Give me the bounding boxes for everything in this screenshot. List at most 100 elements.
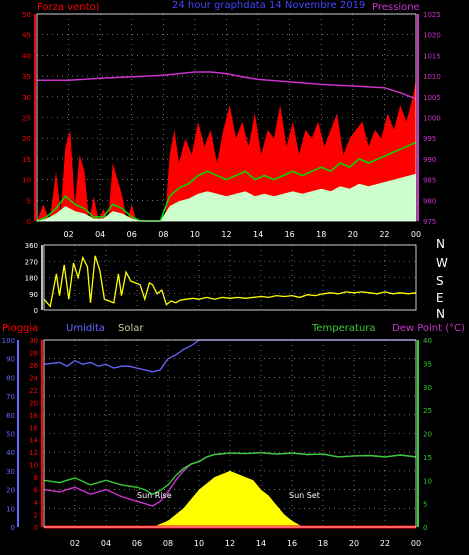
rain-legend: Pioggia: [2, 323, 38, 334]
y2-tick-label: 1015: [423, 52, 441, 60]
y-tick-label: 0: [27, 218, 31, 226]
y-tick-label: 180: [25, 275, 38, 283]
rain-tick-label: 10: [6, 505, 15, 513]
x-tick-label: 12: [221, 230, 231, 239]
x-tick-label: 18: [318, 539, 328, 548]
y2-tick-label: 1020: [423, 32, 441, 40]
y2-tick-label: 980: [423, 197, 436, 205]
rain-tick-label: 30: [6, 468, 15, 476]
x-tick-label: 12: [225, 539, 235, 548]
y-tick-label: 20: [22, 135, 31, 143]
y2-tick-label: 985: [423, 177, 436, 185]
humidity-tick-label: 28: [29, 349, 38, 357]
x-tick-label: 20: [348, 230, 358, 239]
temp-tick-label: 5: [423, 501, 427, 509]
temp-tick-label: 40: [423, 337, 432, 345]
x-tick-label: 06: [132, 539, 142, 548]
compass-w: W: [436, 256, 448, 270]
dewpoint-legend: Dew Point (°C): [392, 323, 465, 334]
chart-date-title: 24 hour graphdata 14 Novembre 2019: [172, 0, 365, 11]
compass-n-bottom: N: [436, 307, 445, 321]
humidity-tick-label: 6: [34, 487, 39, 495]
humidity-tick-label: 2: [34, 512, 38, 520]
x-tick-label: 06: [127, 230, 137, 239]
x-tick-label: 04: [101, 539, 111, 548]
x-tick-label: 16: [287, 539, 297, 548]
temp-tick-label: 35: [423, 360, 432, 368]
rain-tick-label: 0: [11, 524, 15, 532]
wind-axis-title: Forza vento): [37, 2, 100, 13]
humidity-tick-label: 26: [29, 362, 38, 370]
compass-s: S: [436, 274, 444, 288]
temperature-legend: Temperatura: [311, 323, 376, 334]
y2-tick-label: 1010: [423, 73, 441, 81]
compass-e: E: [436, 291, 444, 305]
x-tick-label: 22: [380, 539, 390, 548]
y-tick-label: 45: [22, 32, 31, 40]
y-tick-label: 40: [22, 52, 31, 60]
plot-frame: [43, 339, 417, 528]
y-tick-label: 15: [22, 156, 31, 164]
y-tick-label: 50: [22, 11, 31, 19]
rain-tick-label: 90: [6, 356, 15, 364]
temp-tick-label: 0: [423, 524, 427, 532]
x-tick-label: 14: [256, 539, 266, 548]
temp-tick-label: 20: [423, 431, 432, 439]
y2-tick-label: 995: [423, 135, 436, 143]
y-tick-label: 0: [34, 307, 38, 315]
humidity-tick-label: 4: [34, 499, 39, 507]
wind-pressure-plot: 0510152025303540455097598098599099510001…: [22, 11, 441, 239]
gust-area: [37, 80, 416, 221]
solar-area: [152, 470, 308, 527]
humidity-tick-label: 20: [29, 399, 38, 407]
sunrise-annotation: Sun Rise: [137, 491, 172, 500]
temp-tick-label: 10: [423, 477, 432, 485]
rain-tick-label: 20: [6, 487, 15, 495]
humidity-tick-label: 10: [29, 462, 38, 470]
rain-tick-label: 70: [6, 393, 15, 401]
y2-tick-label: 975: [423, 218, 436, 226]
humidity-tick-label: 14: [29, 437, 38, 445]
avg-wind-line: [36, 141, 417, 222]
x-tick-label: 16: [285, 230, 295, 239]
x-tick-label: 10: [190, 230, 200, 239]
rain-tick-label: 40: [6, 449, 15, 457]
x-tick-label: 14: [253, 230, 263, 239]
plot-frame: [36, 13, 417, 222]
humidity-tick-label: 0: [34, 524, 38, 532]
y2-tick-label: 1005: [423, 94, 441, 102]
x-tick-label: 00: [411, 539, 421, 548]
y-tick-label: 360: [25, 242, 38, 250]
rain-humidity-temperature-plot: 0102030405060708090100024681012141618202…: [2, 337, 432, 548]
sunset-annotation: Sun Set: [289, 491, 320, 500]
temperature-line: [43, 451, 417, 496]
x-tick-label: 22: [379, 230, 389, 239]
x-tick-label: 00: [411, 230, 421, 239]
humidity-tick-label: 18: [29, 412, 38, 420]
x-tick-label: 08: [163, 539, 173, 548]
pressure-axis-title: Pressione: [372, 2, 420, 13]
x-tick-label: 10: [194, 539, 204, 548]
pressure-line: [37, 71, 417, 100]
y2-tick-label: 990: [423, 156, 436, 164]
y-tick-label: 25: [22, 115, 31, 123]
solar-legend: Solar: [118, 323, 144, 334]
x-tick-label: 20: [349, 539, 359, 548]
humidity-tick-label: 8: [34, 474, 38, 482]
y-tick-label: 270: [25, 258, 38, 266]
y-tick-label: 30: [22, 94, 31, 102]
y-tick-label: 5: [27, 197, 31, 205]
y2-tick-label: 1025: [423, 11, 441, 19]
x-tick-label: 02: [63, 230, 73, 239]
x-tick-label: 18: [316, 230, 326, 239]
y-tick-label: 90: [29, 291, 38, 299]
temp-tick-label: 25: [423, 407, 432, 415]
temp-tick-label: 15: [423, 454, 432, 462]
plot-frame: [43, 244, 417, 311]
rain-tick-label: 100: [2, 337, 15, 345]
x-tick-label: 02: [70, 539, 80, 548]
humidity-tick-label: 22: [29, 387, 38, 395]
rain-tick-label: 60: [6, 412, 15, 420]
low-wind-area: [37, 173, 416, 221]
